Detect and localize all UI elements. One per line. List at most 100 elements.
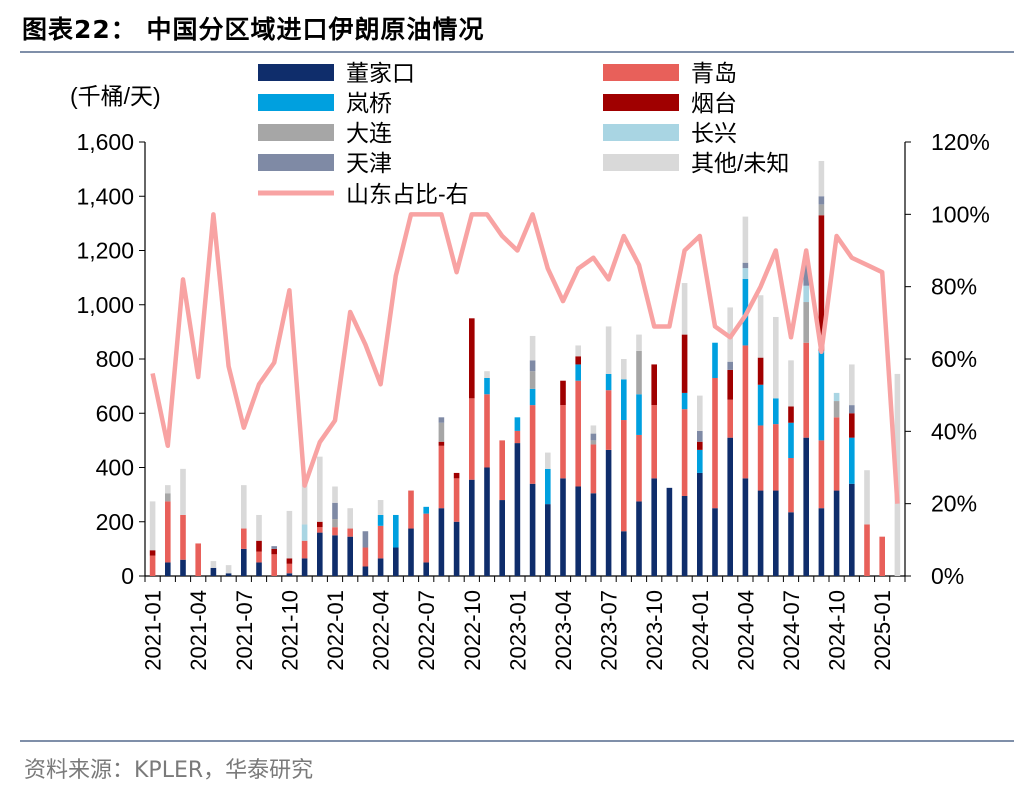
- bar-segment-3: [453, 472, 460, 479]
- bar-segment-0: [469, 479, 475, 576]
- share-line: [150, 212, 900, 504]
- bar-segment-0: [453, 521, 460, 576]
- x-tick-label: 2021-10: [277, 590, 302, 671]
- bar-segment-0: [499, 500, 505, 576]
- bar-segment-6: [742, 262, 749, 269]
- bar-segment-1: [636, 434, 642, 502]
- bar-segment-3: [697, 441, 703, 450]
- bar-segment-7: [742, 216, 749, 263]
- bar-segment-3: [256, 540, 262, 552]
- bar-segment-0: [590, 493, 597, 576]
- x-tick-label: 2024-01: [688, 590, 713, 671]
- legend-swatch-4: [258, 124, 334, 141]
- bar-segment-0: [545, 504, 551, 576]
- bar-segment-0: [636, 501, 642, 576]
- bar-segment-0: [727, 437, 733, 576]
- y2-tick-label: 60%: [931, 346, 977, 372]
- bar-segment-2: [393, 514, 399, 548]
- bar-segment-2: [697, 449, 703, 473]
- bar-segment-3: [271, 548, 277, 555]
- bar-segment-0: [362, 566, 369, 576]
- bar-segment-5: [803, 285, 809, 303]
- bar-segment-1: [605, 390, 612, 450]
- bar-segment-0: [438, 508, 445, 576]
- bar-segment-0: [347, 536, 353, 576]
- bar-segment-2: [818, 350, 825, 441]
- bar-segment-1: [681, 409, 688, 496]
- bar-segment-1: [803, 342, 809, 438]
- bar-segment-1: [621, 420, 627, 532]
- bar-segment-1: [286, 563, 293, 574]
- bar-segment-7: [484, 371, 490, 378]
- y2-tick-label: 80%: [931, 274, 977, 300]
- bar-segment-6: [590, 433, 597, 441]
- bar-segment-2: [545, 468, 551, 505]
- bar-segment-4: [833, 401, 840, 418]
- bar-segment-2: [788, 422, 794, 459]
- bar-segment-1: [438, 445, 445, 509]
- bar-segment-1: [879, 536, 885, 576]
- bar-segment-1: [195, 543, 201, 576]
- bar-segment-2: [605, 373, 612, 391]
- bar-segment-4: [803, 302, 809, 343]
- y-tick-label: 1,600: [76, 129, 134, 155]
- bar-segment-2: [636, 394, 642, 435]
- legend-label-5: 长兴: [691, 120, 737, 146]
- bar-segment-0: [317, 532, 323, 576]
- bar-segment-7: [681, 283, 688, 335]
- bar-segment-2: [575, 364, 581, 381]
- bar-segment-7: [621, 359, 627, 380]
- legend-label-2: 岚桥: [346, 90, 392, 116]
- bar-segment-1: [377, 525, 384, 559]
- bar-segment-1: [484, 394, 490, 468]
- x-tick-label: 2023-10: [642, 590, 667, 671]
- legend-swatch-2: [258, 94, 334, 111]
- bar-segment-1: [453, 478, 460, 522]
- bar-segment-1: [529, 405, 536, 484]
- bar-segment-1: [712, 377, 718, 509]
- bar-segment-7: [301, 478, 308, 525]
- bar-segment-2: [377, 514, 384, 526]
- x-tick-label: 2022-10: [460, 590, 485, 671]
- bar-segment-0: [210, 567, 217, 576]
- bar-segment-1: [256, 551, 262, 563]
- x-tick-label: 2021-04: [186, 590, 211, 671]
- bar-segment-7: [256, 514, 262, 541]
- bar-segment-3: [575, 356, 581, 365]
- bar-segment-1: [180, 514, 186, 560]
- bar-segment-7: [377, 500, 384, 515]
- legend-swatch-1: [603, 64, 679, 81]
- bar-segment-1: [362, 547, 369, 567]
- bar-segment-3: [757, 357, 764, 385]
- bar-segment-3: [727, 369, 733, 400]
- x-tick-label: 2023-01: [505, 590, 530, 671]
- bar-segment-7: [317, 456, 323, 522]
- y-tick-label: 1,000: [76, 292, 134, 318]
- bar-segment-7: [773, 316, 779, 399]
- bar-segment-7: [575, 345, 581, 357]
- x-tick-label: 2024-07: [779, 590, 804, 671]
- bar-segment-6: [438, 417, 445, 423]
- bar-segment-7: [636, 334, 642, 351]
- x-tick-label: 2024-04: [733, 590, 758, 671]
- y-tick-label: 400: [96, 455, 134, 481]
- bar-segment-0: [180, 559, 186, 576]
- y2-tick-label: 100%: [931, 201, 990, 227]
- bar-segment-0: [697, 472, 703, 576]
- bar-segment-0: [742, 478, 749, 576]
- bar-segment-3: [560, 380, 566, 406]
- bar-segment-6: [362, 531, 369, 548]
- bar-segment-0: [560, 478, 566, 576]
- bar-segment-1: [469, 398, 475, 480]
- y-tick-label: 1,200: [76, 238, 134, 264]
- bar-segment-3: [149, 550, 156, 556]
- bar-segment-2: [773, 398, 779, 425]
- bar-segment-6: [727, 361, 733, 370]
- bar-segment-1: [590, 444, 597, 494]
- bar-segment-0: [681, 495, 688, 576]
- legend-label-1: 青岛: [691, 60, 737, 86]
- top-rule: [20, 51, 1014, 53]
- bar-segment-3: [849, 413, 855, 438]
- bar-segment-1: [408, 490, 414, 529]
